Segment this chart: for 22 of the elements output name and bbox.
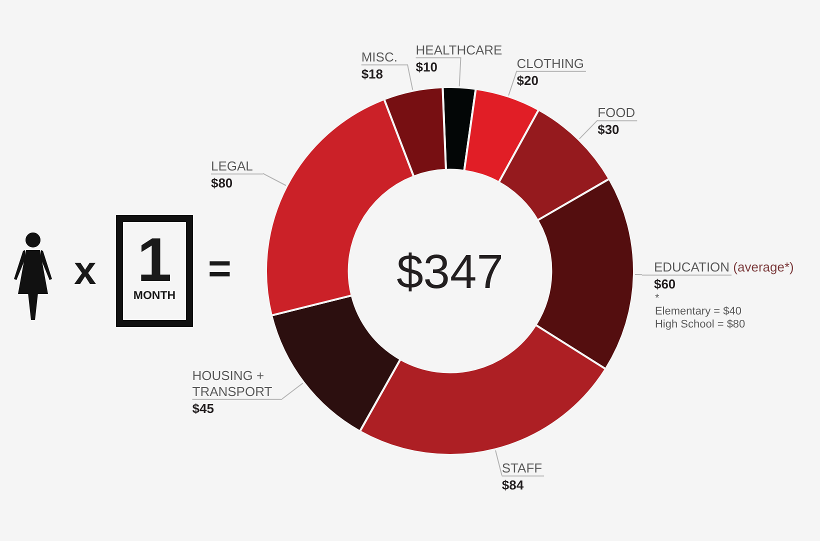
data-label: $30 — [598, 122, 620, 138]
slice-label: LEGAL — [210, 158, 253, 174]
text: $347 — [396, 246, 504, 299]
data-label: $10 — [416, 59, 438, 74]
data-label: $20 — [516, 72, 538, 88]
slice-label: HOUSING + TRANSPORT — [192, 368, 272, 399]
text: High School = $80 — [654, 318, 746, 331]
slice-label: STAFF — [502, 460, 542, 476]
data-label: $18 — [361, 66, 384, 82]
text: Elementary = $40 — [654, 306, 742, 318]
slice-label: MISC. — [361, 49, 398, 64]
data-label: $60 — [654, 276, 676, 292]
data-label: $80 — [210, 175, 233, 190]
data-label: $84 — [502, 478, 524, 493]
slice-label: EDUCATION (average*) — [654, 260, 794, 275]
text: x — [74, 249, 96, 293]
slice-label: HEALTHCARE — [416, 42, 503, 58]
text: = — [208, 247, 232, 291]
text: * — [654, 292, 660, 305]
slice-label: CLOTHING — [516, 56, 584, 71]
slice-label: FOOD — [598, 105, 636, 120]
data-label: $45 — [192, 400, 214, 416]
